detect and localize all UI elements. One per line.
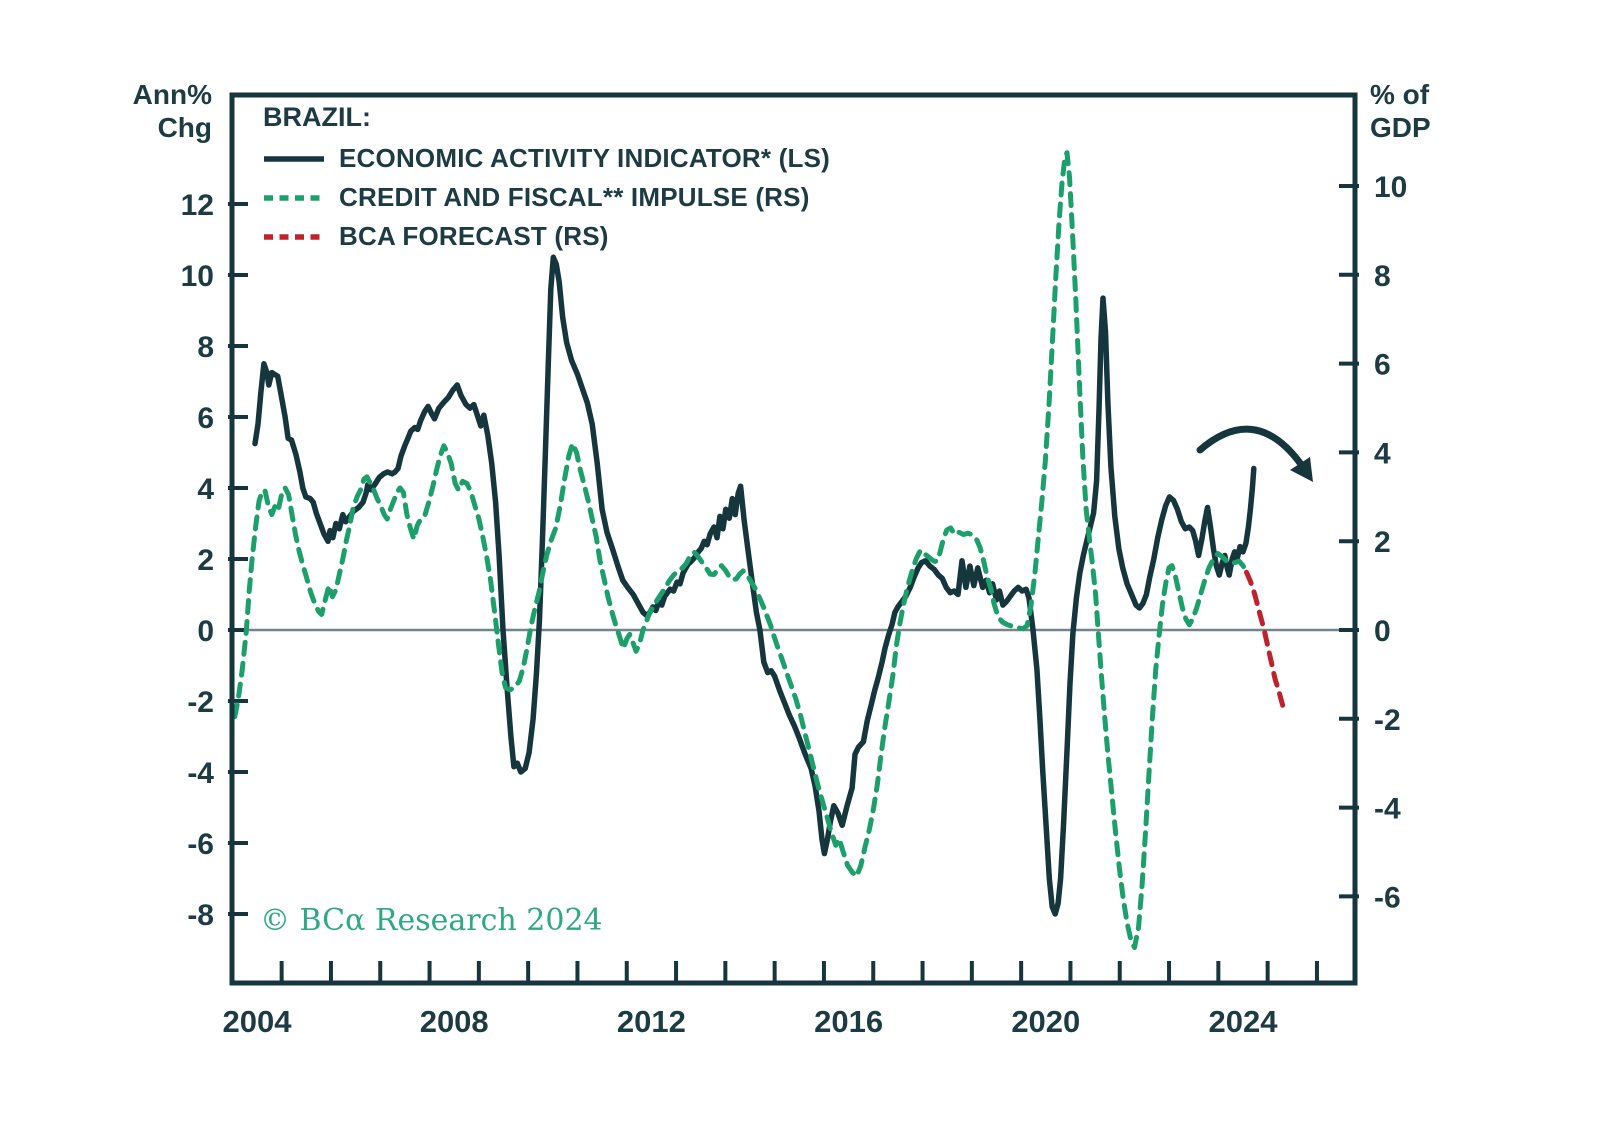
right-axis-title: % of GDP: [1370, 79, 1431, 144]
x-tick-label: 2012: [617, 1004, 686, 1039]
legend-title: BRAZIL:: [263, 102, 371, 132]
trend-arrow-icon: [1196, 425, 1313, 482]
legend: BRAZIL: ECONOMIC ACTIVITY INDICATOR* (LS…: [263, 102, 830, 256]
left-tick-label: -2: [187, 686, 214, 719]
series-group: [232, 150, 1287, 950]
x-tick-label: 2020: [1011, 1004, 1080, 1039]
right-tick-label: 6: [1374, 349, 1391, 382]
legend-item-impulse: CREDIT AND FISCAL** IMPULSE (RS): [263, 178, 830, 217]
x-tick-label: 2016: [814, 1004, 883, 1039]
left-tick-label: -8: [187, 899, 214, 932]
right-axis-ticks-labels: 10 8 6 4 2 0 -2 -4 -6: [1339, 171, 1407, 914]
left-tick-label: 10: [181, 260, 214, 293]
right-tick-label: -2: [1374, 704, 1401, 737]
right-tick-label: 8: [1374, 260, 1391, 293]
x-axis-labels: 2004 2008 2012 2016 2020 2024: [223, 1004, 1279, 1039]
right-tick-label: -4: [1374, 793, 1401, 826]
left-axis-title: Ann% Chg: [132, 79, 212, 144]
series-activity: [252, 254, 1257, 917]
x-axis-ticks: [279, 961, 1319, 983]
legend-item-activity: ECONOMIC ACTIVITY INDICATOR* (LS): [263, 139, 830, 178]
left-tick-label: -6: [187, 828, 214, 861]
green-dashed-line-sample-icon: [263, 193, 325, 203]
left-tick-label: -4: [187, 757, 214, 790]
right-tick-label: 10: [1374, 171, 1407, 204]
legend-item-forecast: BCA FORECAST (RS): [263, 217, 830, 256]
right-tick-label: -6: [1374, 881, 1401, 914]
x-tick-label: 2008: [420, 1004, 489, 1039]
left-tick-label: 2: [197, 544, 214, 577]
left-tick-label: 8: [197, 331, 214, 364]
series-forecast: [1244, 569, 1287, 713]
left-axis-ticks-labels: 12 10 8 6 4 2 0 -2 -4 -6 -8: [181, 189, 248, 932]
x-tick-label: 2024: [1209, 1004, 1279, 1039]
left-tick-label: 0: [197, 615, 214, 648]
chart-frame: [229, 92, 1358, 986]
left-tick-label: 6: [197, 402, 214, 435]
legend-item-label: CREDIT AND FISCAL** IMPULSE (RS): [339, 182, 810, 212]
copyright: © BCα Research 2024: [260, 903, 603, 938]
left-tick-label: 12: [181, 189, 214, 222]
legend-item-label: ECONOMIC ACTIVITY INDICATOR* (LS): [339, 143, 830, 173]
series-impulse: [232, 150, 1249, 950]
legend-item-label: BCA FORECAST (RS): [339, 221, 609, 251]
right-tick-label: 0: [1374, 615, 1391, 648]
right-tick-label: 4: [1374, 437, 1391, 470]
x-tick-label: 2004: [223, 1004, 293, 1039]
red-dashed-line-sample-icon: [263, 232, 325, 242]
right-tick-label: 2: [1374, 526, 1391, 559]
solid-line-sample-icon: [263, 154, 325, 164]
left-tick-label: 4: [197, 473, 214, 506]
